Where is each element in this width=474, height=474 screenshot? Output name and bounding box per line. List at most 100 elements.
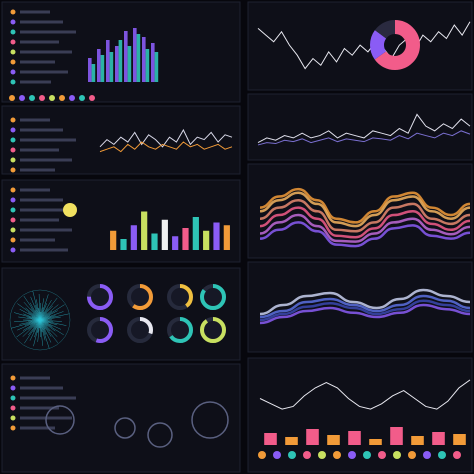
wave-line bbox=[259, 187, 471, 224]
burst-ray bbox=[13, 312, 41, 321]
list-bar bbox=[20, 188, 50, 192]
list-dot bbox=[10, 117, 16, 123]
burst-ray bbox=[29, 319, 41, 341]
line bbox=[259, 379, 471, 410]
bar bbox=[97, 49, 101, 82]
list-dot bbox=[10, 385, 16, 391]
bar bbox=[348, 431, 361, 445]
list-bar bbox=[20, 218, 59, 222]
list-dot bbox=[10, 59, 16, 65]
list-dot bbox=[10, 395, 16, 401]
burst-ray bbox=[24, 319, 41, 344]
legend-dot bbox=[258, 451, 266, 459]
status-dot bbox=[9, 95, 15, 101]
burst-ray bbox=[16, 319, 41, 338]
legend-dot bbox=[363, 451, 371, 459]
burst-ray bbox=[39, 319, 62, 322]
burst-ray bbox=[39, 319, 59, 344]
wave-line bbox=[259, 213, 471, 243]
list-bar bbox=[20, 168, 55, 172]
status-dot bbox=[69, 95, 75, 101]
legend-dot bbox=[288, 451, 296, 459]
burst-ray bbox=[17, 319, 41, 331]
status-dot bbox=[59, 95, 65, 101]
status-dot bbox=[49, 95, 55, 101]
bar bbox=[115, 46, 119, 82]
bar bbox=[136, 34, 141, 82]
legend-dot bbox=[438, 451, 446, 459]
legend-dot bbox=[408, 451, 416, 459]
bar bbox=[154, 52, 159, 82]
status-dot bbox=[29, 95, 35, 101]
bar bbox=[133, 28, 137, 82]
bar bbox=[118, 40, 123, 82]
donut-slice bbox=[370, 20, 420, 70]
list-bar bbox=[20, 80, 51, 84]
burst-ray bbox=[39, 294, 49, 321]
burst-ray bbox=[11, 319, 41, 329]
list-bar bbox=[20, 386, 63, 390]
list-dot bbox=[10, 375, 16, 381]
legend-dot bbox=[393, 451, 401, 459]
highlight-dot bbox=[63, 203, 77, 217]
list-dot bbox=[10, 405, 16, 411]
wave-line bbox=[259, 191, 471, 228]
list-dot bbox=[10, 19, 16, 25]
list-dot bbox=[10, 39, 16, 45]
burst-ray bbox=[32, 290, 41, 321]
bar bbox=[327, 435, 340, 445]
line bbox=[99, 128, 233, 148]
list-bar bbox=[20, 118, 50, 122]
list-bar bbox=[20, 158, 72, 162]
list-bar bbox=[20, 238, 55, 242]
burst-ray bbox=[23, 295, 41, 321]
list-bar bbox=[20, 128, 63, 132]
burst-ray bbox=[19, 308, 41, 321]
list-bar bbox=[20, 248, 68, 252]
bar bbox=[100, 55, 105, 82]
list-dot bbox=[10, 29, 16, 35]
burst-ray bbox=[39, 297, 58, 321]
burst-ray bbox=[39, 319, 62, 330]
panel bbox=[247, 357, 473, 473]
burst-ray bbox=[18, 316, 41, 321]
bar bbox=[411, 436, 424, 445]
bar bbox=[369, 439, 382, 445]
burst-ray bbox=[37, 319, 41, 342]
burst-ray bbox=[39, 304, 59, 321]
bar bbox=[130, 225, 137, 250]
wave-line bbox=[259, 303, 471, 325]
burst-ray bbox=[39, 298, 45, 321]
legend-dot bbox=[348, 451, 356, 459]
legend-dot bbox=[318, 451, 326, 459]
burst-ray bbox=[39, 318, 52, 321]
gauge-arc bbox=[200, 317, 226, 343]
list-dot bbox=[10, 425, 16, 431]
gauge-arc bbox=[200, 284, 226, 310]
burst-ray bbox=[39, 319, 43, 346]
line bbox=[257, 21, 471, 70]
burst-ray bbox=[39, 319, 52, 343]
list-bar bbox=[20, 148, 59, 152]
burst-ray bbox=[14, 319, 41, 323]
list-dot bbox=[10, 147, 16, 153]
bar bbox=[306, 429, 319, 445]
bar bbox=[145, 49, 150, 82]
burst-ray bbox=[39, 319, 64, 336]
list-bar bbox=[20, 228, 72, 232]
wave-line bbox=[259, 294, 471, 319]
list-bar bbox=[20, 426, 55, 430]
legend-dot bbox=[333, 451, 341, 459]
gauge-arc bbox=[87, 317, 113, 343]
burst-ray bbox=[33, 319, 41, 347]
list-bar bbox=[20, 406, 59, 410]
bar bbox=[124, 31, 128, 82]
bar bbox=[192, 217, 199, 250]
bar bbox=[213, 222, 220, 250]
bar bbox=[432, 432, 445, 445]
bar bbox=[285, 437, 298, 445]
bar bbox=[264, 433, 277, 445]
list-dot bbox=[10, 79, 16, 85]
list-dot bbox=[10, 227, 16, 233]
